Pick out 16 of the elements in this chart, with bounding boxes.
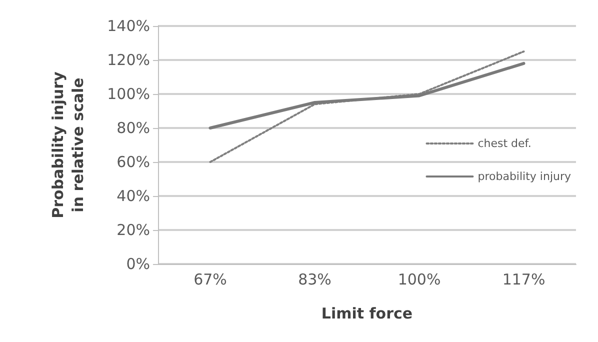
y-tick-label: 40% xyxy=(116,187,150,205)
x-tick-label: 117% xyxy=(502,270,546,288)
x-axis-title: Limit force xyxy=(321,304,413,322)
legend-label: probability injury xyxy=(478,170,572,183)
y-tick-label: 80% xyxy=(116,119,150,137)
y-tick-label: 100% xyxy=(107,85,150,103)
y-tick-label: 0% xyxy=(126,255,150,273)
y-tick-label: 140% xyxy=(107,17,150,35)
y-tick-label: 60% xyxy=(116,153,150,171)
legend-label: chest def. xyxy=(478,137,532,150)
y-tick-label: 120% xyxy=(107,51,150,69)
x-tick-label: 67% xyxy=(194,270,227,288)
y-tick-label: 20% xyxy=(116,221,150,239)
x-tick-label: 83% xyxy=(298,270,332,288)
x-tick-label: 100% xyxy=(398,270,441,288)
y-axis-title: Probability injury in relative scale xyxy=(49,71,87,218)
